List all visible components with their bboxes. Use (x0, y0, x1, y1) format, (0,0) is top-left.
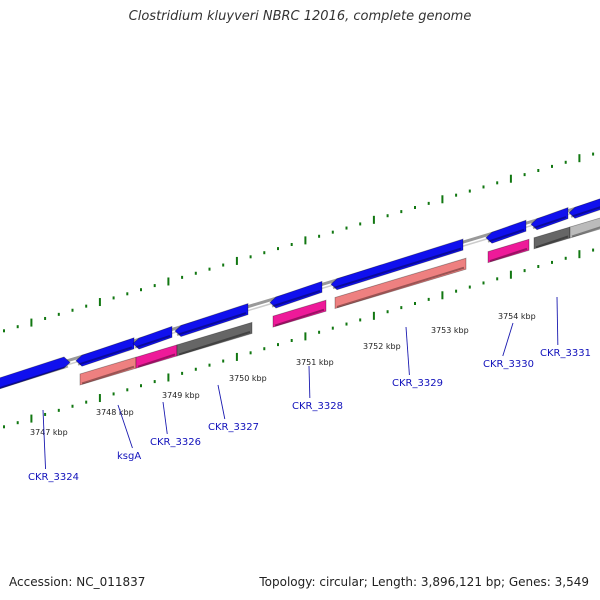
map-title: Clostridium kluyveri NBRC 12016, complet… (128, 9, 472, 24)
gene-block-forward (485, 219, 527, 244)
position-label: 3754 kbp (498, 312, 536, 321)
gene-label[interactable]: CKR_3326 (150, 437, 201, 448)
position-label: 3752 kbp (363, 342, 401, 351)
gene-label[interactable]: CKR_3329 (392, 378, 443, 389)
gene-block-forward (0, 356, 71, 390)
gene-block-forward-shadow (176, 312, 247, 336)
position-label: 3748 kbp (96, 408, 134, 417)
gene-block-feature-shadow (571, 226, 600, 238)
gene-block-feature-shadow (274, 308, 325, 327)
gene-leader-line (42, 409, 46, 470)
gene-block-feature (272, 299, 327, 328)
gene-block-forward (330, 238, 464, 291)
gene-label[interactable]: ksgA (117, 451, 141, 462)
gene-block-forward (568, 198, 600, 219)
position-label: 3753 kbp (431, 326, 469, 335)
position-label: 3751 kbp (296, 358, 334, 367)
gene-block-forward (132, 325, 173, 350)
gene-label[interactable]: CKR_3324 (28, 472, 79, 483)
gene-block-feature-shadow (489, 247, 528, 263)
gene-block-forward-shadow (570, 206, 600, 218)
gene-leader-line (556, 296, 559, 346)
gene-leader-line (162, 401, 168, 435)
gene-label[interactable]: CKR_3328 (292, 401, 343, 412)
gene-block-forward-shadow (332, 247, 462, 290)
gene-label[interactable]: CKR_3331 (540, 348, 591, 359)
gene-block-feature-shadow (535, 235, 569, 249)
gene-block-feature (487, 238, 530, 264)
gene-leader-line (405, 326, 410, 376)
gene-block-forward-shadow (134, 334, 171, 349)
gene-block-forward-shadow (487, 228, 525, 243)
inner-dotted-track (3, 248, 595, 429)
gene-block-feature (176, 321, 253, 357)
position-label: 3747 kbp (30, 428, 68, 437)
gene-block-feature-shadow (81, 365, 135, 385)
gene-block-feature (334, 257, 467, 310)
gene-block-forward (269, 280, 323, 309)
accession-label: Accession: NC_011837 (9, 575, 146, 589)
outer-dotted-track (3, 152, 595, 333)
position-labels: 3747 kbp 3748 kbp 3749 kbp 3750 kbp 3751 kbp… (30, 312, 536, 437)
gene-block-forward-shadow (271, 289, 321, 308)
gene-leader-line (217, 384, 226, 420)
gene-block-feature-shadow (336, 266, 465, 308)
gene-block-feature-shadow (137, 353, 176, 368)
gene-label[interactable]: CKR_3327 (208, 422, 259, 433)
position-label: 3750 kbp (229, 374, 267, 383)
gene-block-forward-shadow (532, 216, 567, 230)
position-label: 3749 kbp (162, 391, 200, 400)
gene-block-feature (569, 217, 600, 239)
gene-block-forward-shadow (77, 346, 133, 366)
genome-summary-label: Topology: circular; Length: 3,896,121 bp… (259, 575, 589, 589)
gene-leader-line (502, 322, 514, 357)
gene-labels: CKR_3324 ksgA CKR_3326 CKR_3327 CKR_3328 CKR_… (28, 296, 591, 483)
gene-label[interactable]: CKR_3330 (483, 359, 534, 370)
gene-block-feature-shadow (178, 330, 251, 356)
gene-track (0, 198, 600, 390)
gene-leader-line (117, 404, 133, 449)
gene-block-forward (530, 207, 569, 231)
gene-block-forward-shadow (0, 365, 69, 390)
gene-block-forward (174, 303, 249, 337)
gene-leader-line (308, 365, 311, 399)
